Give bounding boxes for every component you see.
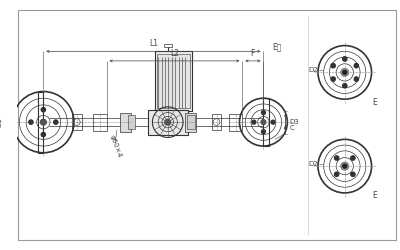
Text: D2: D2 [308,161,318,167]
Bar [128,116,135,129]
Text: L2: L2 [170,49,179,58]
Circle shape [343,164,347,168]
Circle shape [331,77,335,81]
Circle shape [262,111,265,114]
Bar [229,114,242,131]
Circle shape [252,120,256,124]
Circle shape [334,156,339,160]
Circle shape [343,70,347,74]
Text: E: E [372,98,377,106]
Text: φ60×4: φ60×4 [108,134,122,158]
Circle shape [351,172,355,176]
Bar [38,92,43,153]
Circle shape [165,119,171,125]
Circle shape [354,64,358,68]
Circle shape [343,84,347,88]
Circle shape [354,77,358,81]
Circle shape [271,120,275,124]
Bar [187,116,194,129]
Circle shape [54,120,58,124]
Circle shape [351,156,355,160]
Text: D1: D1 [0,117,2,127]
Bar [148,110,188,134]
Circle shape [41,132,46,137]
Bar [185,112,196,132]
Circle shape [331,64,335,68]
Circle shape [341,162,348,170]
Bar [157,54,190,108]
Circle shape [334,172,339,176]
Text: E: E [372,191,377,200]
Circle shape [341,68,348,76]
Bar [93,114,106,131]
Circle shape [29,120,33,124]
Bar [120,112,131,132]
Text: C: C [289,125,294,131]
Bar [164,44,172,48]
Circle shape [262,130,265,134]
Bar [155,51,192,111]
Circle shape [261,120,266,124]
Circle shape [343,57,347,61]
Circle shape [40,119,46,125]
Text: D3: D3 [289,119,299,125]
Bar [212,114,221,130]
Text: E向: E向 [272,42,282,51]
Bar [264,98,269,146]
Text: F: F [251,49,255,58]
Text: D2: D2 [308,68,318,73]
Circle shape [41,108,46,112]
Text: L1: L1 [149,40,158,48]
Bar [72,114,82,130]
